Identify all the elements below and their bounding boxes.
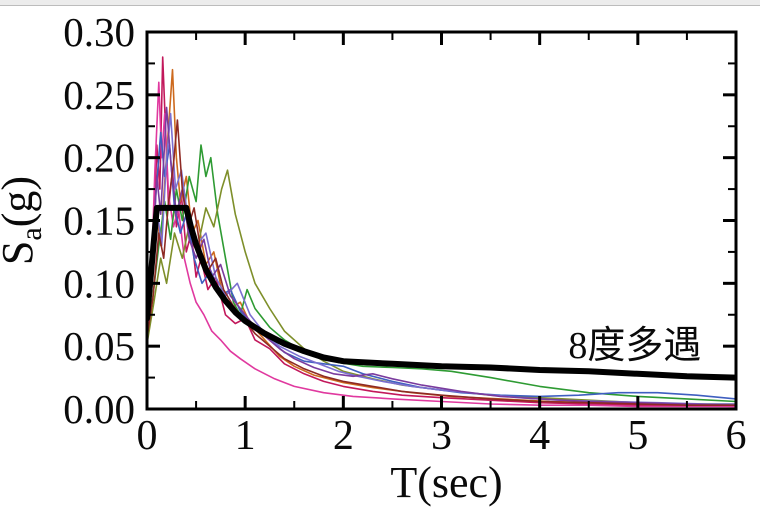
y-tick-label: 0.05 <box>63 323 135 369</box>
y-tick-label: 0.20 <box>63 135 135 181</box>
annotation-8du-duoyu: 8度多遇 <box>568 325 701 367</box>
y-tick-label: 0.30 <box>63 9 135 55</box>
x-tick-label: 4 <box>529 413 550 459</box>
x-tick-label: 0 <box>137 413 158 459</box>
y-tick-label: 0.00 <box>63 386 135 432</box>
x-tick-label: 2 <box>333 413 354 459</box>
y-axis-title: Sa(g) <box>0 176 48 265</box>
y-tick-label: 0.25 <box>63 72 135 118</box>
x-tick-label: 1 <box>235 413 256 459</box>
series-record-magenta <box>147 81 736 408</box>
tick-marks <box>145 30 738 411</box>
y-tick-label: 0.15 <box>63 198 135 244</box>
x-tick-label: 5 <box>627 413 648 459</box>
series-record-green <box>147 144 736 403</box>
page-top-border <box>0 0 760 6</box>
y-tick-label: 0.10 <box>63 260 135 306</box>
series-group <box>147 56 736 408</box>
x-tick-label: 6 <box>726 413 747 459</box>
x-axis-title: T(sec) <box>390 458 502 507</box>
series-record-crimson <box>147 56 736 408</box>
series-design-spectrum-8du-frequent <box>147 204 736 381</box>
x-tick-label: 3 <box>431 413 452 459</box>
